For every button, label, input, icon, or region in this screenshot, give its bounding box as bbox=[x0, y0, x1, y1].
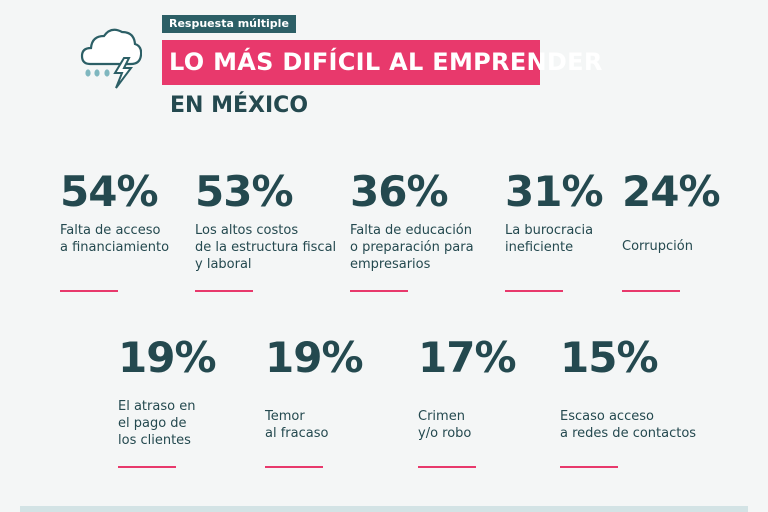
stat-label: Corrupción bbox=[622, 239, 693, 254]
stat-label: Escaso acceso a redes de contactos bbox=[560, 409, 697, 441]
stat-label: La burocracia ineficiente bbox=[505, 223, 594, 255]
stat-divider bbox=[60, 290, 118, 292]
stat-value: 19% bbox=[118, 333, 217, 382]
stat-label: Falta de educación o preparación para em… bbox=[350, 223, 474, 272]
stat-value: 54% bbox=[60, 167, 159, 216]
stat-item: 19% Temor al fracaso bbox=[265, 333, 405, 468]
stat-divider bbox=[195, 290, 253, 292]
stat-value: 36% bbox=[350, 167, 449, 216]
page-subtitle: EN MÉXICO bbox=[170, 93, 309, 118]
stat-value: 19% bbox=[265, 333, 364, 382]
page-title: LO MÁS DIFÍCIL AL EMPRENDER bbox=[162, 40, 602, 85]
stat-divider bbox=[560, 466, 618, 468]
storm-cloud-icon bbox=[80, 28, 142, 89]
stat-label: Los altos costos de la estructura fiscal… bbox=[195, 223, 337, 272]
bottom-strip bbox=[20, 506, 748, 512]
stat-value: 24% bbox=[622, 167, 721, 216]
stat-divider bbox=[350, 290, 408, 292]
stat-item: 19% El atraso en el pago de los clientes bbox=[118, 333, 258, 468]
stat-divider bbox=[505, 290, 563, 292]
stat-value: 17% bbox=[418, 333, 517, 382]
stat-value: 31% bbox=[505, 167, 604, 216]
stat-divider bbox=[118, 466, 176, 468]
stat-label: Temor al fracaso bbox=[265, 409, 329, 441]
stat-value: 15% bbox=[560, 333, 659, 382]
stat-divider bbox=[265, 466, 323, 468]
stat-value: 53% bbox=[195, 167, 294, 216]
multiple-choice-tag: Respuesta múltiple bbox=[162, 15, 296, 33]
stat-label: El atraso en el pago de los clientes bbox=[118, 399, 196, 448]
stat-item: 53% Los altos costos de la estructura fi… bbox=[195, 167, 380, 292]
stat-item: 36% Falta de educación o preparación par… bbox=[350, 167, 535, 292]
stat-divider bbox=[622, 290, 680, 292]
stat-item: 24% Corrupción bbox=[622, 167, 752, 292]
stat-item: 17% Crimen y/o robo bbox=[418, 333, 558, 468]
stat-item: 31% La burocracia ineficiente bbox=[505, 167, 615, 292]
stat-divider bbox=[418, 466, 476, 468]
stat-label: Falta de acceso a financiamiento bbox=[60, 223, 170, 255]
stat-label: Crimen y/o robo bbox=[418, 409, 472, 441]
stat-item: 54% Falta de acceso a financiamiento bbox=[60, 167, 245, 292]
stat-item: 15% Escaso acceso a redes de contactos bbox=[560, 333, 750, 468]
